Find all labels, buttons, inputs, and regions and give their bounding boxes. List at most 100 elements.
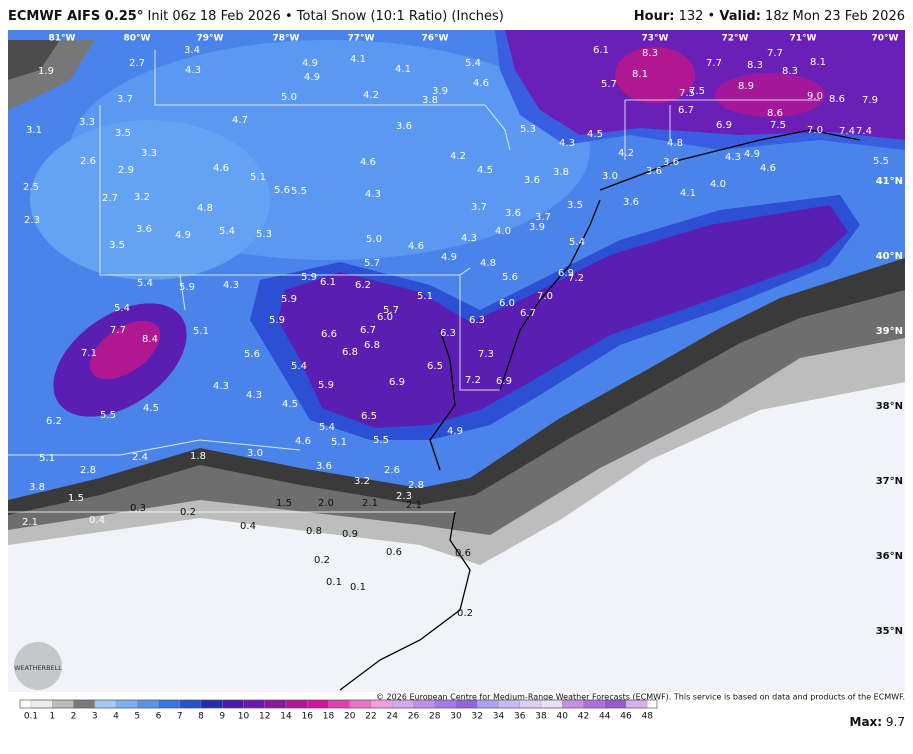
legend-label: 38 xyxy=(535,712,547,722)
snow-total: 5.6 xyxy=(244,349,260,360)
legend-swatch xyxy=(434,699,457,709)
snow-total: 0.2 xyxy=(457,608,473,619)
snow-total: 5.0 xyxy=(281,92,297,103)
snow-total: 7.7 xyxy=(767,48,783,59)
legend-label: 14 xyxy=(280,712,292,722)
header-bar xyxy=(0,0,913,30)
snow-total: 6.8 xyxy=(342,347,358,358)
snow-total: 4.2 xyxy=(450,151,466,162)
snow-total: 6.8 xyxy=(364,340,380,351)
snow-total: 4.1 xyxy=(680,188,696,199)
snow-total: 3.7 xyxy=(471,202,487,213)
legend-swatch xyxy=(222,699,244,709)
legend-swatch xyxy=(30,699,53,709)
snow-total: 2.3 xyxy=(396,491,412,502)
snow-total: 5.1 xyxy=(417,291,433,302)
snow-total: 7.9 xyxy=(862,95,878,106)
snow-total: 6.2 xyxy=(46,416,62,427)
snow-total: 5.1 xyxy=(331,437,347,448)
snow-total: 5.6 xyxy=(502,272,518,283)
latitude-label: 37°N xyxy=(876,476,903,487)
snow-total: 3.1 xyxy=(26,125,42,136)
snow-total: 3.6 xyxy=(396,121,412,132)
legend-swatch xyxy=(307,699,329,709)
snow-total: 4.6 xyxy=(213,163,229,174)
legend-label: 9 xyxy=(219,712,225,722)
snow-total: 3.9 xyxy=(432,86,448,97)
snow-total: 2.8 xyxy=(408,480,424,491)
snow-total: 7.5 xyxy=(679,88,695,99)
snow-total: 0.1 xyxy=(326,577,342,588)
snow-total: 6.1 xyxy=(320,277,336,288)
snow-total: 6.2 xyxy=(355,280,371,291)
legend-swatch xyxy=(562,699,584,709)
snow-total: 4.3 xyxy=(213,381,229,392)
snow-total: 3.8 xyxy=(553,167,569,178)
snow-total: 5.6 xyxy=(274,185,290,196)
snow-total: 4.3 xyxy=(559,138,575,149)
snow-total: 0.1 xyxy=(350,582,366,593)
snow-total: 0.6 xyxy=(455,548,471,559)
snow-total: 3.5 xyxy=(115,128,131,139)
snow-total: 5.4 xyxy=(114,303,130,314)
snow-total: 2.0 xyxy=(318,498,334,509)
legend-label: 18 xyxy=(323,712,335,722)
snow-total: 7.3 xyxy=(478,349,494,360)
snow-total: 3.9 xyxy=(529,222,545,233)
snow-field xyxy=(30,120,270,280)
snow-total: 5.9 xyxy=(179,282,195,293)
legend-swatch xyxy=(498,699,520,709)
snow-total: 2.3 xyxy=(24,215,40,226)
snow-total: 4.3 xyxy=(725,152,741,163)
snow-total: 4.0 xyxy=(495,226,511,237)
snow-total: 2.9 xyxy=(118,165,134,176)
snow-total: 0.6 xyxy=(386,547,402,558)
snow-field xyxy=(89,320,161,380)
snow-total: 4.9 xyxy=(175,230,191,241)
logo-globe xyxy=(14,642,62,690)
snow-total: 7.2 xyxy=(568,273,584,284)
snow-total: 5.4 xyxy=(291,361,307,372)
legend-swatch xyxy=(328,699,350,709)
legend-label: 46 xyxy=(620,712,632,722)
snow-total: 4.9 xyxy=(744,149,760,160)
longitude-label: 81°W xyxy=(49,34,76,44)
snow-total: 4.6 xyxy=(760,163,776,174)
legend-swatch xyxy=(583,699,605,709)
snow-total: 5.1 xyxy=(39,453,55,464)
snow-total: 4.9 xyxy=(441,252,457,263)
snow-total: 6.5 xyxy=(361,411,377,422)
longitude-label: 79°W xyxy=(197,34,224,44)
legend-label: 10 xyxy=(238,712,250,722)
snow-total: 3.2 xyxy=(354,476,370,487)
snow-total: 0.4 xyxy=(240,521,256,532)
snow-total: 8.9 xyxy=(738,81,754,92)
hour-label: Hour: xyxy=(634,9,675,24)
copyright: © 2026 European Centre for Medium-Range … xyxy=(376,693,905,702)
snow-total: 3.6 xyxy=(505,208,521,219)
legend-label: 0.1 xyxy=(24,712,38,722)
snow-total: 7.2 xyxy=(465,375,481,386)
legend-label: 8 xyxy=(198,712,204,722)
snow-total: 5.4 xyxy=(569,237,585,248)
snow-total: 3.7 xyxy=(117,94,133,105)
snow-total: 6.1 xyxy=(593,45,609,56)
subtitle: Init 06z 18 Feb 2026 • Total Snow (10:1 … xyxy=(148,9,504,24)
snow-total: 5.0 xyxy=(366,234,382,245)
map-labels: 81°W 80°W 79°W 78°W 77°W 76°W 73°W 72°W 71°W 70°W… xyxy=(22,34,903,638)
snow-total: 5.1 xyxy=(250,172,266,183)
snow-total: 4.5 xyxy=(477,165,493,176)
snow-total: 2.4 xyxy=(132,452,148,463)
legend-label: 28 xyxy=(429,712,441,722)
snow-total: 6.9 xyxy=(389,377,405,388)
snow-total: 5.5 xyxy=(373,435,389,446)
snow-total: 3.4 xyxy=(184,45,200,56)
snow-total: 5.5 xyxy=(291,186,307,197)
snow-field xyxy=(505,30,905,140)
snow-field xyxy=(8,40,60,80)
map-area: WEATHERBELL © 2026 European Centre for M… xyxy=(8,30,905,702)
snow-total: 5.4 xyxy=(219,226,235,237)
snow-total: 2.5 xyxy=(23,182,39,193)
legend-swatch xyxy=(392,699,414,709)
logo-text: WEATHERBELL xyxy=(14,664,62,672)
